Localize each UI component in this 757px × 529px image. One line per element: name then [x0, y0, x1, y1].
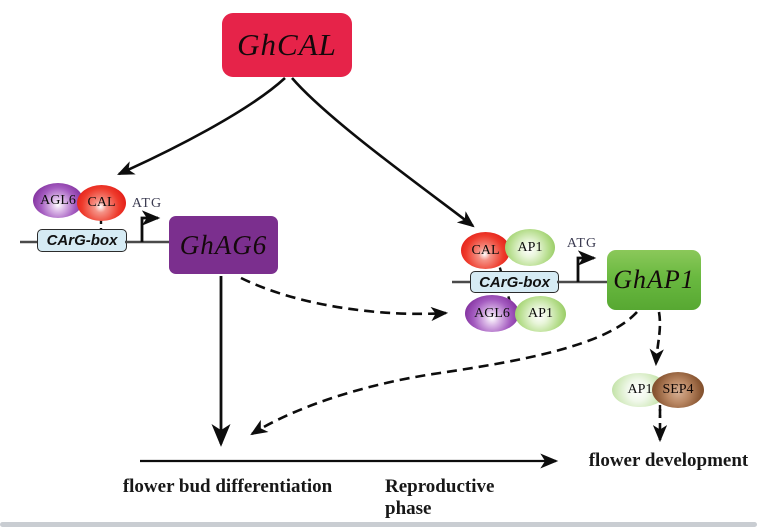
reproductive-text-line1: Reproductive: [385, 476, 495, 497]
ap1-protein-label: AP1: [627, 382, 653, 397]
reproductive-text-line2: phase: [385, 498, 432, 519]
window-bottom-border: [0, 522, 757, 527]
ap1-protein-ellipse: AP1: [515, 296, 566, 332]
atg-text: ATG: [566, 236, 598, 251]
atg-start-codon-label: ATG: [126, 196, 168, 212]
carg-box-label: CArG-box: [479, 273, 550, 291]
ap1-protein-ellipse: AP1: [505, 229, 555, 266]
ghag6-gene-box: GhAG6: [169, 216, 278, 274]
ghap1-gene-label: GhAP1: [613, 265, 695, 294]
ap1-protein-label: AP1: [517, 239, 543, 255]
flower-development-text: flower development: [588, 450, 749, 471]
flower-bud-differentiation-label: flower bud differentiation: [105, 476, 350, 498]
flower-bud-text: flower bud differentiation: [122, 476, 333, 497]
sep4-protein-ellipse: SEP4: [652, 372, 704, 408]
cal-protein-label: CAL: [87, 195, 116, 210]
carg-box-label: CArG-box: [46, 232, 118, 249]
ghap1-gene-box: GhAP1: [607, 250, 701, 310]
agl6-protein-ellipse: AGL6: [33, 183, 83, 218]
ghcal-gene-label: GhCAL: [237, 27, 337, 62]
ghag6-gene-label: GhAG6: [179, 229, 268, 260]
sep4-protein-label: SEP4: [662, 382, 694, 397]
ghcal-gene-box: GhCAL: [222, 13, 352, 77]
atg-text: ATG: [131, 196, 163, 211]
reproductive-phase-label: Reproductive phase: [385, 476, 505, 520]
flower-development-label: flower development: [586, 450, 751, 472]
agl6-protein-ellipse: AGL6: [465, 295, 519, 332]
cal-protein-ellipse: CAL: [461, 232, 510, 269]
atg-start-codon-label: ATG: [561, 236, 603, 252]
cal-protein-label: CAL: [471, 242, 500, 258]
ap1-protein-label: AP1: [528, 306, 553, 321]
agl6-protein-label: AGL6: [40, 192, 76, 208]
cal-protein-ellipse: CAL: [77, 185, 126, 221]
agl6-protein-label: AGL6: [474, 305, 510, 321]
carg-box-ghap1-promoter: CArG-box: [470, 271, 559, 293]
carg-box-ghag6-promoter: CArG-box: [37, 229, 127, 252]
